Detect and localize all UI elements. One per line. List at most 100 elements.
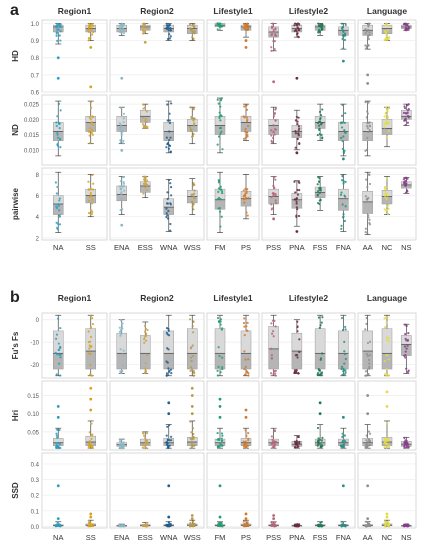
data-point bbox=[216, 369, 219, 372]
data-point bbox=[90, 121, 94, 124]
data-point bbox=[367, 358, 371, 362]
data-point bbox=[245, 324, 248, 328]
data-point bbox=[56, 521, 59, 524]
outlier-point bbox=[318, 412, 322, 416]
data-point bbox=[218, 210, 222, 213]
data-point bbox=[297, 214, 301, 218]
data-point bbox=[170, 372, 173, 375]
data-point bbox=[406, 523, 409, 526]
data-point bbox=[272, 124, 275, 127]
data-point bbox=[219, 371, 222, 374]
group-header: Region1 bbox=[58, 293, 92, 303]
data-point bbox=[165, 326, 169, 330]
data-point bbox=[246, 521, 249, 525]
outlier-point bbox=[190, 405, 194, 408]
panel-letter: a bbox=[10, 2, 19, 19]
data-point bbox=[122, 184, 125, 188]
data-point bbox=[91, 433, 94, 436]
data-point bbox=[121, 208, 124, 211]
data-point bbox=[216, 431, 219, 435]
y-tick-label: 0.7 bbox=[31, 73, 40, 79]
data-point bbox=[318, 191, 321, 194]
data-point bbox=[294, 370, 297, 373]
data-point bbox=[404, 333, 407, 336]
outlier-point bbox=[272, 217, 276, 221]
data-point bbox=[90, 213, 93, 216]
data-point bbox=[217, 196, 221, 200]
row-label: pairwise bbox=[11, 187, 20, 220]
data-point bbox=[143, 179, 147, 182]
data-point bbox=[366, 112, 370, 115]
data-point bbox=[145, 332, 148, 335]
data-point bbox=[59, 326, 62, 330]
data-point bbox=[120, 325, 124, 328]
data-point bbox=[58, 223, 62, 226]
x-tick-label: PSS bbox=[266, 533, 281, 542]
data-point bbox=[167, 367, 170, 370]
data-point bbox=[387, 106, 391, 110]
data-point bbox=[297, 36, 300, 39]
data-point bbox=[406, 370, 410, 374]
data-point bbox=[321, 316, 324, 319]
data-point bbox=[122, 121, 125, 124]
data-point bbox=[165, 22, 168, 25]
data-point bbox=[342, 215, 345, 218]
data-point bbox=[89, 191, 92, 195]
data-point bbox=[273, 319, 276, 322]
data-point bbox=[168, 23, 171, 26]
data-point bbox=[220, 24, 224, 27]
data-point bbox=[270, 332, 274, 335]
data-point bbox=[344, 523, 347, 527]
data-point bbox=[366, 354, 369, 358]
data-point bbox=[190, 431, 193, 434]
data-point bbox=[385, 321, 388, 324]
plot-frame bbox=[109, 167, 205, 241]
data-point bbox=[89, 37, 92, 40]
box-lower bbox=[140, 26, 151, 31]
outlier-point bbox=[167, 484, 171, 488]
data-point bbox=[407, 332, 410, 335]
data-point bbox=[142, 126, 145, 130]
data-point bbox=[242, 524, 245, 528]
data-point bbox=[294, 525, 297, 528]
data-point bbox=[144, 125, 147, 128]
box-lower bbox=[268, 348, 279, 370]
data-point bbox=[89, 326, 93, 329]
data-point bbox=[387, 521, 390, 524]
data-point bbox=[89, 127, 92, 130]
data-point bbox=[243, 334, 246, 337]
y-tick-label: 0.020 bbox=[24, 118, 40, 124]
data-point bbox=[167, 521, 170, 524]
x-tick-label: FM bbox=[215, 533, 226, 542]
data-point bbox=[386, 354, 389, 357]
data-point bbox=[143, 338, 146, 341]
data-point bbox=[122, 364, 125, 367]
data-point bbox=[296, 441, 299, 444]
data-point bbox=[387, 438, 390, 441]
data-point bbox=[343, 340, 346, 343]
data-point bbox=[92, 31, 95, 34]
data-point bbox=[92, 182, 95, 185]
outlier-point bbox=[190, 386, 194, 390]
outlier-point bbox=[272, 514, 276, 517]
data-point bbox=[191, 427, 195, 430]
data-point bbox=[365, 439, 368, 442]
data-point bbox=[143, 324, 147, 327]
data-point bbox=[119, 180, 123, 183]
data-point bbox=[342, 47, 345, 50]
outlier-point bbox=[244, 512, 248, 516]
box-upper bbox=[116, 116, 127, 126]
data-point bbox=[89, 363, 92, 367]
data-point bbox=[219, 442, 222, 446]
data-point bbox=[58, 214, 61, 217]
data-point bbox=[341, 147, 344, 150]
data-point bbox=[340, 126, 344, 129]
data-point bbox=[221, 434, 224, 437]
data-point bbox=[365, 116, 368, 119]
data-point bbox=[243, 445, 246, 448]
data-point bbox=[192, 192, 196, 196]
data-point bbox=[295, 523, 299, 526]
data-point bbox=[242, 22, 246, 25]
data-point bbox=[190, 368, 194, 371]
data-point bbox=[296, 325, 299, 329]
